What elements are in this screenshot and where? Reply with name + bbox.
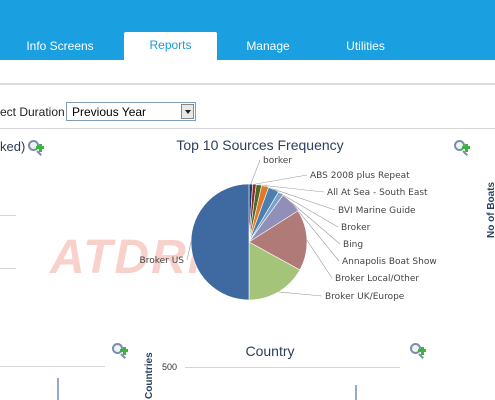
tab-reports[interactable]: Reports: [124, 32, 217, 60]
left-panel-gridline: [0, 268, 16, 269]
pie-slice-label: Annapolis Boat Show: [342, 257, 437, 267]
pie-slice-label: Broker Local/Other: [335, 274, 419, 284]
duration-selected-value: Previous Year: [72, 105, 147, 119]
pie-leader-line: [250, 159, 261, 185]
pie-leader-line: [306, 240, 333, 279]
pie-leader-line: [278, 291, 323, 297]
bar-mark: [57, 378, 59, 400]
country-gridline: [185, 367, 400, 368]
duration-select[interactable]: Previous Year: [66, 102, 196, 121]
zoom-in-icon[interactable]: [409, 342, 427, 360]
country-chart-title: Country: [245, 343, 295, 359]
tab-info-screens[interactable]: Info Screens: [26, 39, 94, 53]
tab-manage[interactable]: Manage: [246, 39, 290, 53]
pie-slice-label: All At Sea - South East: [327, 188, 428, 198]
pie-slice-label: Broker US: [140, 256, 185, 266]
pie-chart-title: Top 10 Sources Frequency: [176, 137, 344, 153]
zoom-in-icon[interactable]: [453, 139, 471, 157]
pie-slice-label: BVI Marine Guide: [338, 206, 416, 216]
zoom-in-icon[interactable]: [27, 139, 45, 157]
zoom-in-icon[interactable]: [111, 342, 129, 360]
pie-leader-line: [186, 241, 192, 261]
pie-slice-label: Bing: [343, 240, 363, 250]
pie-slice-label: ABS 2008 plus Repeat: [310, 171, 410, 181]
left-panel-title: ked): [0, 139, 26, 154]
pie-leader-line: [265, 186, 336, 211]
panel-top-border: [0, 128, 495, 129]
left-panel-gridline: [0, 215, 16, 216]
pie-leader-line: [258, 184, 325, 193]
pie-slice-label: borker: [263, 156, 292, 166]
header-divider: [0, 83, 495, 85]
bottom-left-gridline: [0, 366, 105, 367]
pie-slice-label: Broker: [341, 223, 371, 233]
pie-slice-label: Broker UK/Europe: [325, 292, 405, 302]
duration-label: ect Duration: [0, 105, 65, 119]
pie-leader-line: [254, 174, 308, 185]
pie-leader-line: [291, 202, 340, 262]
countries-axis-tick: 500: [162, 362, 178, 372]
bar-mark: [355, 385, 357, 400]
chevron-down-icon[interactable]: [181, 104, 194, 119]
top-nav-bar: Info Screens Reports Manage Utilities: [0, 0, 495, 60]
pie-slice[interactable]: [190, 183, 250, 301]
tab-utilities[interactable]: Utilities: [346, 39, 385, 53]
